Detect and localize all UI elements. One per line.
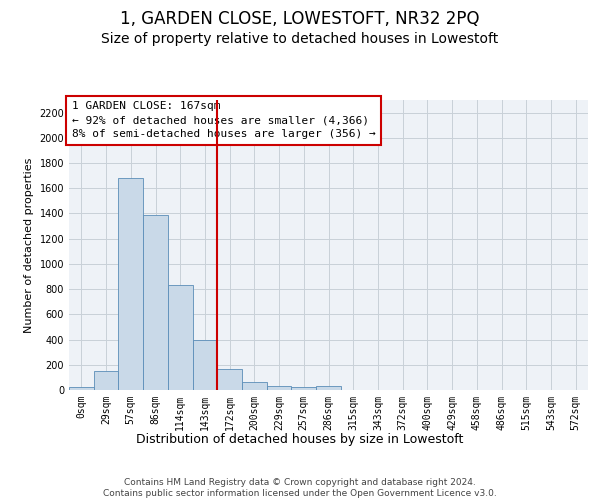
Text: 1 GARDEN CLOSE: 167sqm
← 92% of detached houses are smaller (4,366)
8% of semi-d: 1 GARDEN CLOSE: 167sqm ← 92% of detached… — [71, 102, 376, 140]
Text: Size of property relative to detached houses in Lowestoft: Size of property relative to detached ho… — [101, 32, 499, 46]
Text: Contains HM Land Registry data © Crown copyright and database right 2024.
Contai: Contains HM Land Registry data © Crown c… — [103, 478, 497, 498]
Text: 1, GARDEN CLOSE, LOWESTOFT, NR32 2PQ: 1, GARDEN CLOSE, LOWESTOFT, NR32 2PQ — [120, 10, 480, 28]
Bar — [193, 340, 217, 390]
Bar — [69, 388, 94, 390]
Bar — [316, 386, 341, 390]
Bar — [217, 369, 242, 390]
Bar — [242, 382, 267, 390]
Text: Distribution of detached houses by size in Lowestoft: Distribution of detached houses by size … — [136, 432, 464, 446]
Bar — [94, 371, 118, 390]
Y-axis label: Number of detached properties: Number of detached properties — [24, 158, 34, 332]
Bar — [292, 388, 316, 390]
Bar — [267, 386, 292, 390]
Bar — [143, 214, 168, 390]
Bar — [118, 178, 143, 390]
Bar — [168, 286, 193, 390]
